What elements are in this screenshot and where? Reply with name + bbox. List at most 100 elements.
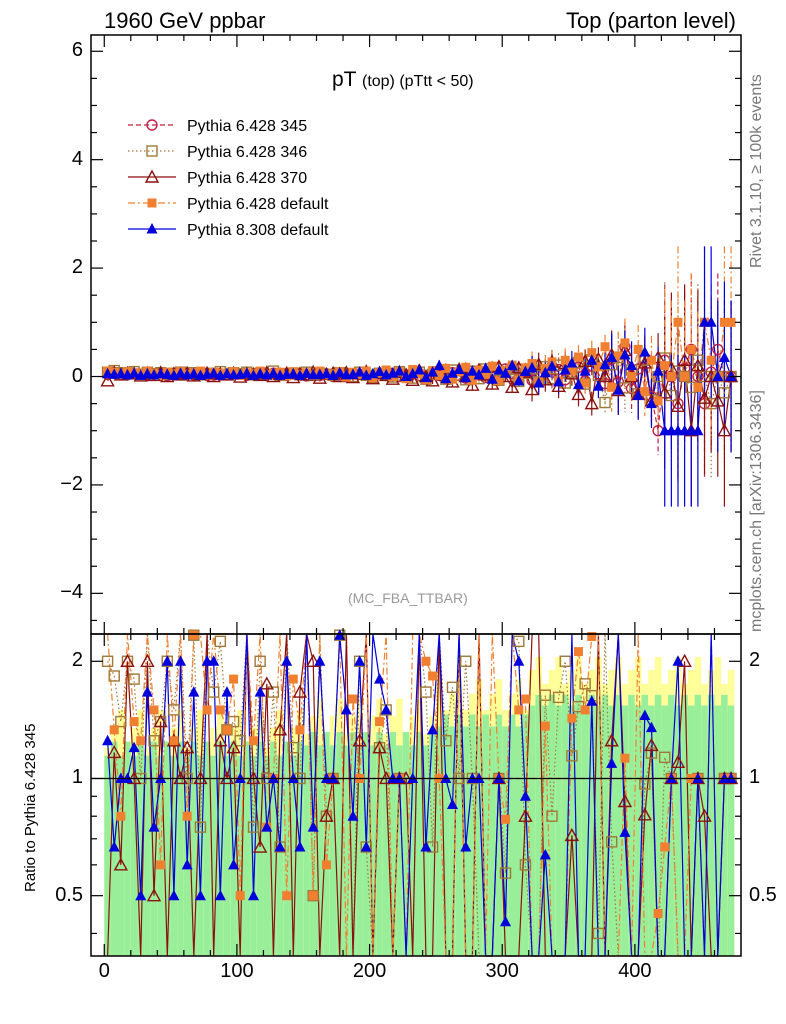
data-point bbox=[413, 364, 425, 375]
legend-marker bbox=[147, 198, 157, 208]
ratio-point bbox=[352, 733, 367, 747]
ratio-point bbox=[202, 705, 212, 715]
ratio-band-inner bbox=[289, 755, 297, 956]
ratio-point bbox=[247, 821, 260, 833]
data-point bbox=[685, 343, 697, 356]
data-point bbox=[692, 424, 704, 436]
ratio-point bbox=[539, 689, 552, 701]
ratio-point bbox=[567, 713, 577, 723]
ratio-point bbox=[153, 714, 168, 728]
data-point bbox=[128, 367, 140, 378]
data-point bbox=[553, 375, 565, 387]
ratio-band-inner bbox=[648, 705, 655, 956]
ratio-band-inner bbox=[130, 755, 138, 956]
legend: Pythia 6.428 345 Pythia 6.428 346 Pythia 6… bbox=[128, 118, 329, 239]
ratio-point bbox=[670, 754, 686, 769]
ratio-band-inner bbox=[701, 705, 708, 956]
data-point bbox=[175, 367, 187, 378]
ratio-point bbox=[644, 737, 659, 752]
data-point bbox=[481, 369, 491, 379]
data-point bbox=[161, 368, 173, 379]
data-point bbox=[712, 370, 724, 382]
ratio-point bbox=[121, 772, 133, 783]
ratio-band-inner bbox=[329, 745, 337, 956]
data-point bbox=[652, 365, 664, 376]
ratio-point bbox=[194, 821, 207, 833]
data-point bbox=[519, 365, 531, 377]
ratio-point bbox=[146, 888, 162, 902]
data-point bbox=[653, 396, 663, 406]
data-point bbox=[619, 348, 631, 360]
ratio-band-inner bbox=[654, 694, 662, 956]
data-point bbox=[717, 423, 732, 437]
ratio-band-inner bbox=[721, 694, 728, 956]
ratio-band-inner bbox=[270, 741, 277, 956]
data-point bbox=[254, 367, 266, 379]
ratio-point bbox=[148, 821, 160, 832]
ratio-band-inner bbox=[210, 755, 218, 956]
ratio-band-inner bbox=[714, 705, 722, 956]
ratio-point bbox=[617, 794, 633, 808]
legend-marker bbox=[146, 119, 158, 131]
data-point bbox=[433, 359, 445, 371]
ratio-point bbox=[393, 772, 405, 783]
data-point bbox=[692, 370, 704, 383]
ratio-band-inner bbox=[548, 694, 556, 956]
ratio-point bbox=[116, 811, 126, 821]
ratio-point bbox=[372, 740, 387, 754]
ratio-point bbox=[580, 705, 590, 715]
ratio-band-inner bbox=[177, 741, 184, 956]
ratio-band-inner bbox=[217, 741, 224, 956]
y-tick-label: −2 bbox=[60, 472, 83, 495]
ratio-point bbox=[360, 841, 372, 852]
ratio-point bbox=[141, 686, 153, 697]
legend-marker bbox=[146, 145, 158, 157]
data-point bbox=[645, 397, 657, 409]
data-point bbox=[460, 371, 472, 383]
ratio-point bbox=[168, 889, 180, 901]
ratio-band-inner bbox=[283, 741, 290, 956]
ratio-band-inner bbox=[409, 745, 416, 956]
ratio-point bbox=[314, 655, 326, 666]
ratio-point bbox=[519, 859, 532, 871]
ratio-band-inner bbox=[309, 732, 317, 956]
ratio-point bbox=[645, 721, 657, 733]
data-point bbox=[670, 398, 686, 413]
ratio-band-inner bbox=[382, 745, 390, 956]
ratio-band-inner bbox=[542, 705, 549, 956]
ratio-point bbox=[620, 753, 630, 763]
ratio-point bbox=[115, 715, 127, 728]
data-point bbox=[586, 354, 598, 365]
data-point bbox=[115, 367, 127, 379]
ratio-point bbox=[194, 889, 206, 901]
data-point bbox=[102, 367, 114, 379]
data-point bbox=[526, 361, 538, 373]
ratio-point bbox=[440, 735, 452, 747]
ratio-point bbox=[214, 889, 226, 901]
data-point bbox=[208, 367, 220, 378]
data-point bbox=[579, 365, 591, 376]
ratio-point bbox=[274, 841, 286, 852]
ratio-band-inner bbox=[236, 755, 244, 956]
data-point bbox=[494, 376, 504, 386]
ratio-band-inner bbox=[256, 741, 264, 956]
data-point bbox=[632, 389, 644, 400]
ratio-band-inner bbox=[495, 714, 503, 956]
data-point bbox=[718, 351, 730, 363]
ratio-point bbox=[168, 704, 180, 716]
data-point bbox=[221, 367, 233, 379]
ratio-point bbox=[672, 655, 684, 666]
ratio-band-inner bbox=[614, 694, 622, 956]
data-point bbox=[599, 396, 611, 409]
data-point bbox=[620, 338, 630, 348]
ratio-point bbox=[254, 655, 266, 667]
ratio-band-inner bbox=[416, 732, 423, 956]
ratio-point bbox=[514, 705, 524, 715]
ratio-band-inner bbox=[561, 694, 569, 956]
data-point bbox=[657, 385, 672, 399]
ratio-point bbox=[181, 858, 193, 870]
ratio-point bbox=[605, 836, 618, 848]
ratio-point bbox=[513, 655, 525, 666]
ratio-point bbox=[288, 674, 298, 684]
data-point bbox=[646, 355, 656, 365]
